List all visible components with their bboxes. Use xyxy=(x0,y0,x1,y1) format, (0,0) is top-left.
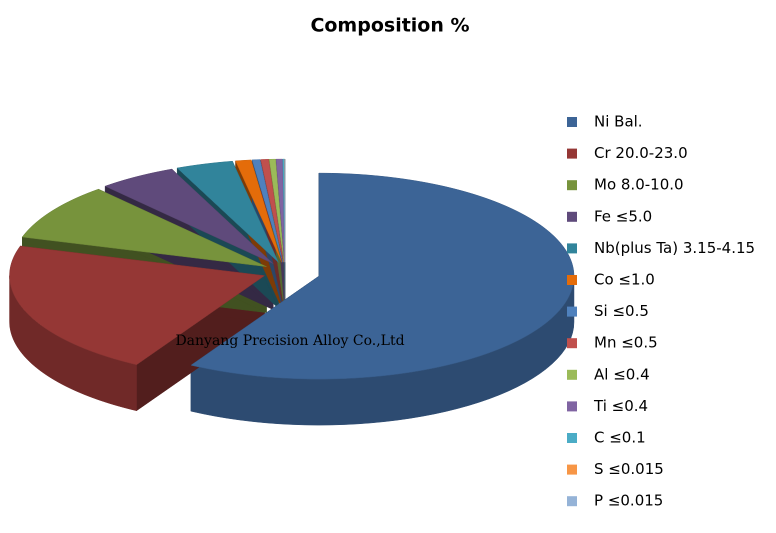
legend-label: Mo 8.0-10.0 xyxy=(594,176,684,194)
legend-label: Ni Bal. xyxy=(594,113,643,131)
legend-swatch xyxy=(567,148,577,159)
legend-label: Nb(plus Ta) 3.15-4.15 xyxy=(594,239,755,257)
legend-swatch xyxy=(567,369,577,380)
chart-title: Composition % xyxy=(310,15,469,37)
legend-swatch xyxy=(567,401,577,412)
slice xyxy=(9,245,266,365)
legend-label: P ≤0.015 xyxy=(594,492,663,510)
legend-label: Co ≤1.0 xyxy=(594,271,655,289)
slice xyxy=(275,158,285,263)
legend-swatch xyxy=(567,117,577,127)
legend-swatch xyxy=(567,211,577,222)
legend-label: S ≤0.015 xyxy=(594,460,664,478)
pie-tops xyxy=(9,158,575,380)
legend-swatch xyxy=(567,243,577,254)
legend-label: Si ≤0.5 xyxy=(594,302,649,320)
legend: Ni Bal. Cr 20.0-23.0 Mo 8.0-10.0 Fe ≤5.0 Nb(… xyxy=(567,113,755,510)
legend-swatch xyxy=(567,306,577,317)
legend-label: Fe ≤5.0 xyxy=(594,207,652,225)
slice xyxy=(260,159,284,263)
legend-swatch xyxy=(567,338,577,349)
slice xyxy=(251,159,283,263)
legend-swatch xyxy=(567,180,577,191)
legend-label: Ti ≤0.4 xyxy=(593,397,648,415)
legend-label: Mn ≤0.5 xyxy=(594,334,658,352)
slice xyxy=(176,160,279,263)
legend-swatch xyxy=(567,275,577,285)
slice xyxy=(235,159,282,263)
slice xyxy=(268,158,285,263)
legend-swatch xyxy=(567,464,577,475)
slice xyxy=(104,168,274,264)
legend-label: C ≤0.1 xyxy=(594,429,646,447)
slice xyxy=(21,188,267,267)
legend-swatch xyxy=(567,496,577,507)
slice xyxy=(190,172,575,380)
legend-label: Cr 20.0-23.0 xyxy=(594,144,688,162)
legend-swatch xyxy=(567,433,577,443)
legend-label: Al ≤0.4 xyxy=(594,365,650,383)
watermark: Danyang Precision Alloy Co.,Ltd xyxy=(175,333,404,349)
